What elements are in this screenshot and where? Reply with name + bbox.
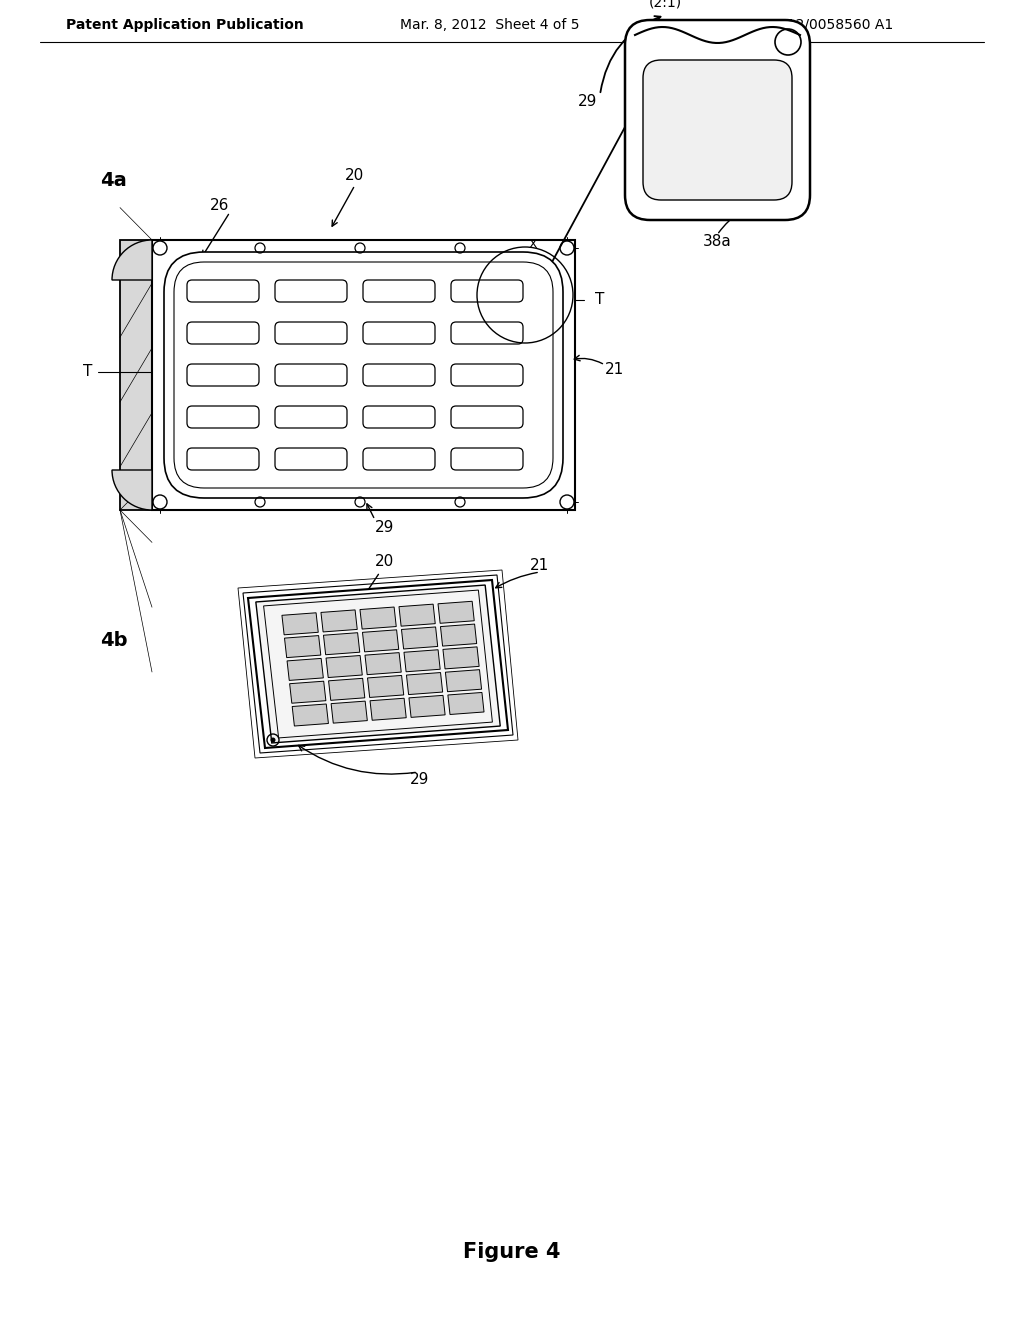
- Bar: [152, 240, 575, 510]
- Text: 29: 29: [411, 772, 430, 788]
- Wedge shape: [112, 240, 152, 280]
- Text: 20: 20: [345, 168, 365, 182]
- Polygon shape: [360, 607, 396, 630]
- Text: Mar. 8, 2012  Sheet 4 of 5: Mar. 8, 2012 Sheet 4 of 5: [400, 18, 580, 32]
- Text: (2:1): (2:1): [648, 0, 682, 9]
- Polygon shape: [285, 636, 321, 657]
- Polygon shape: [447, 693, 484, 714]
- Polygon shape: [440, 624, 477, 645]
- Polygon shape: [399, 605, 435, 626]
- Polygon shape: [292, 704, 329, 726]
- Bar: [120, 240, 152, 510]
- Polygon shape: [370, 698, 407, 721]
- FancyBboxPatch shape: [625, 20, 810, 220]
- Polygon shape: [321, 610, 357, 632]
- Polygon shape: [365, 652, 401, 675]
- Text: R4: R4: [733, 73, 751, 91]
- Circle shape: [270, 738, 275, 742]
- FancyBboxPatch shape: [643, 59, 792, 201]
- Polygon shape: [407, 673, 442, 694]
- Polygon shape: [404, 649, 440, 672]
- FancyBboxPatch shape: [164, 252, 563, 498]
- Text: Figure 4: Figure 4: [463, 1242, 561, 1262]
- Text: 4b: 4b: [100, 631, 128, 649]
- Text: X: X: [528, 238, 538, 251]
- Polygon shape: [368, 676, 403, 697]
- Text: 26: 26: [210, 198, 229, 213]
- Text: 38a: 38a: [702, 235, 731, 249]
- Text: 4a: 4a: [100, 170, 127, 190]
- Polygon shape: [287, 659, 324, 680]
- Text: 20: 20: [376, 554, 394, 569]
- Polygon shape: [362, 630, 398, 652]
- Text: US 2012/0058560 A1: US 2012/0058560 A1: [746, 18, 894, 32]
- Polygon shape: [438, 602, 474, 623]
- Text: t: t: [745, 120, 751, 129]
- Text: 29: 29: [376, 520, 394, 535]
- Polygon shape: [256, 585, 501, 743]
- Wedge shape: [112, 470, 152, 510]
- Polygon shape: [401, 627, 437, 649]
- Text: 21: 21: [530, 557, 549, 573]
- Polygon shape: [445, 669, 481, 692]
- Text: 29: 29: [578, 95, 597, 110]
- Text: T: T: [83, 364, 93, 380]
- Text: 21: 21: [605, 363, 625, 378]
- Polygon shape: [326, 656, 362, 677]
- Text: Patent Application Publication: Patent Application Publication: [67, 18, 304, 32]
- Polygon shape: [443, 647, 479, 669]
- Polygon shape: [290, 681, 326, 704]
- Polygon shape: [409, 696, 445, 717]
- Polygon shape: [324, 632, 359, 655]
- Polygon shape: [248, 579, 508, 748]
- Text: L: L: [529, 292, 535, 302]
- Polygon shape: [282, 612, 318, 635]
- Polygon shape: [331, 701, 368, 723]
- Polygon shape: [329, 678, 365, 701]
- Text: T: T: [595, 293, 604, 308]
